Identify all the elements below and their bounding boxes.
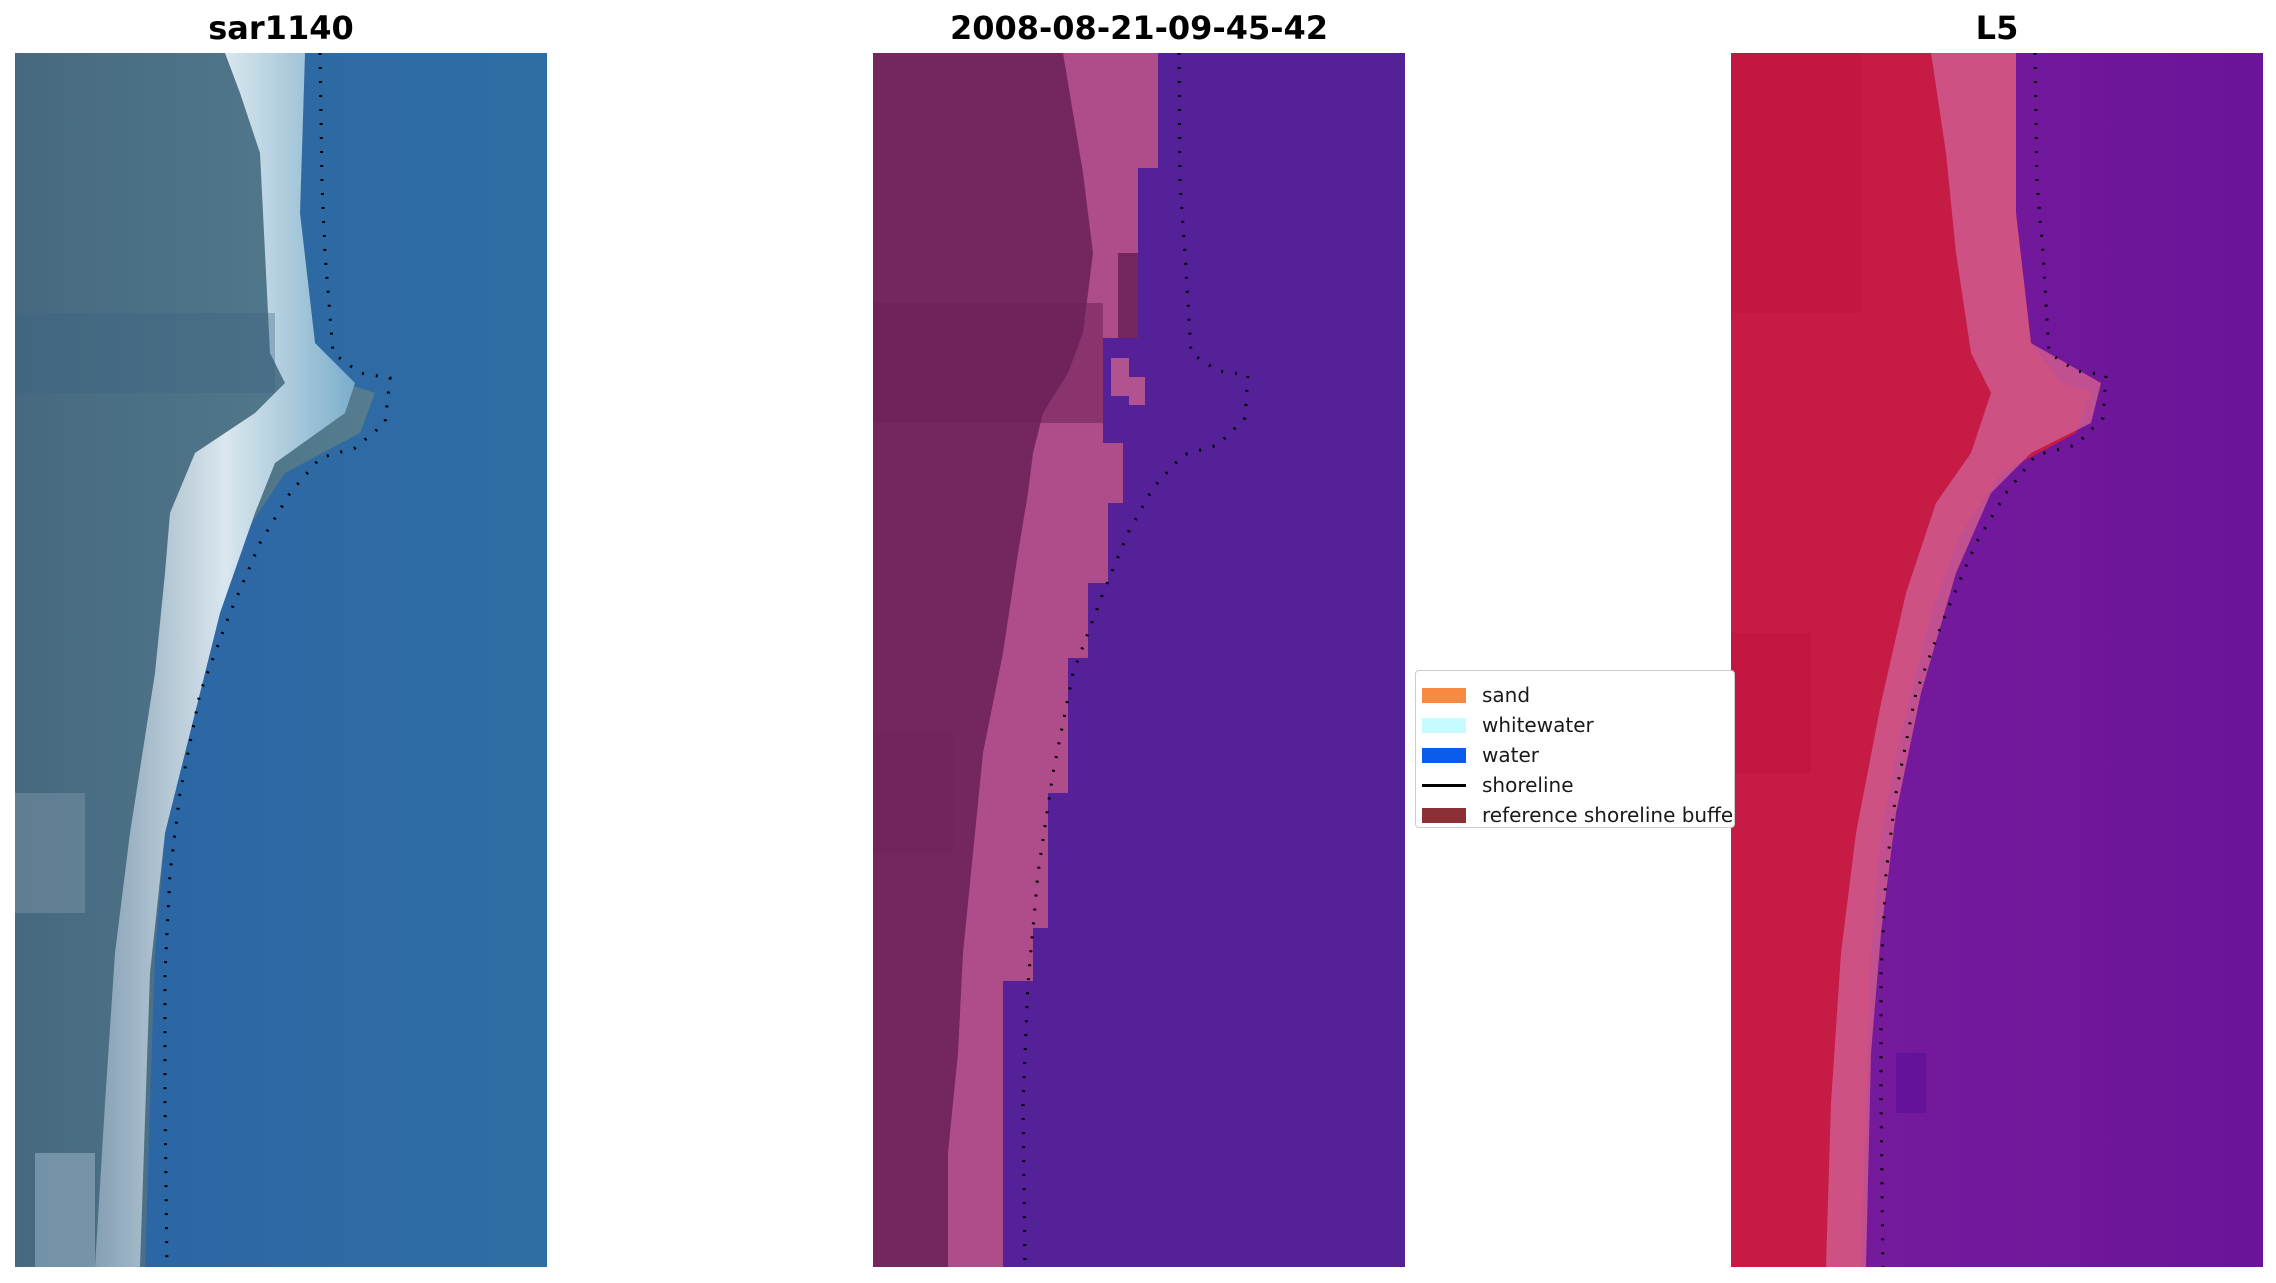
shoreline-index	[1879, 53, 2108, 1267]
legend: sand whitewater water shoreline referenc…	[1415, 670, 1735, 828]
rgb-image	[15, 53, 547, 1267]
legend-swatch-sand	[1422, 688, 1466, 703]
legend-swatch-reference-buffer	[1422, 808, 1466, 823]
legend-swatch-whitewater	[1422, 718, 1466, 733]
panel-index-image	[1731, 53, 2263, 1267]
legend-entry-whitewater: whitewater	[1416, 712, 1734, 738]
panel-title-classified: 2008-08-21-09-45-42	[949, 9, 1329, 47]
legend-entry-sand: sand	[1416, 682, 1734, 708]
legend-swatch-water	[1422, 748, 1466, 763]
panel-title-rgb: sar1140	[208, 9, 354, 47]
panel-rgb-image	[15, 53, 547, 1267]
index-image	[1731, 53, 2263, 1267]
legend-label-water: water	[1482, 743, 1539, 767]
legend-entry-reference-buffer: reference shoreline buffer	[1416, 802, 1735, 827]
legend-label-sand: sand	[1482, 683, 1531, 707]
legend-entry-shoreline: shoreline	[1416, 772, 1734, 798]
legend-line-shoreline	[1422, 784, 1466, 787]
legend-label-reference-buffer: reference shoreline buffer	[1482, 803, 1735, 827]
legend-entry-water: water	[1416, 742, 1734, 768]
legend-label-whitewater: whitewater	[1482, 713, 1594, 737]
classified-image	[873, 53, 1405, 1267]
panel-title-index: L5	[1975, 9, 2019, 47]
panel-classified-image	[873, 53, 1405, 1267]
legend-label-shoreline: shoreline	[1482, 773, 1574, 797]
